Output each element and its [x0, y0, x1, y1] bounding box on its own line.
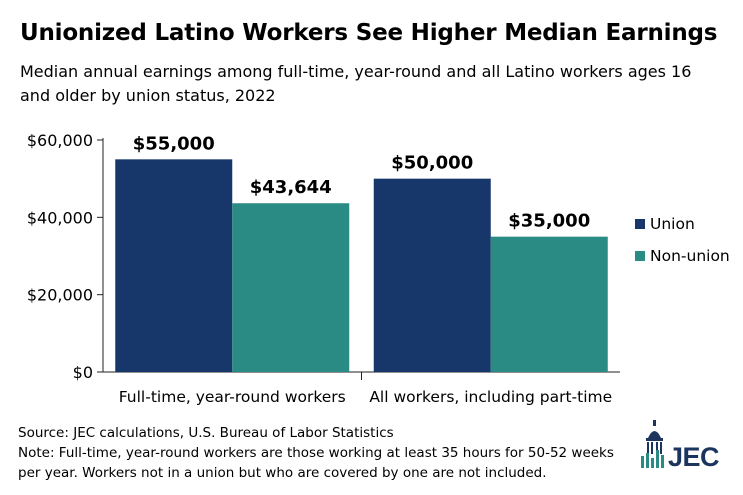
- y-tick-label: $20,000: [27, 286, 93, 305]
- chart-title: Unionized Latino Workers See Higher Medi…: [20, 20, 718, 46]
- legend-swatch: [635, 251, 645, 261]
- y-tick-label: $40,000: [27, 208, 93, 227]
- legend-swatch: [635, 219, 645, 229]
- source-text: Source: JEC calculations, U.S. Bureau of…: [18, 425, 394, 441]
- capitol-dome-icon: [641, 420, 664, 468]
- bar-data-label: $50,000: [391, 153, 473, 174]
- bar-data-label: $43,644: [250, 177, 332, 198]
- y-tick-label: $60,000: [27, 131, 93, 150]
- bar-non-union: [490, 236, 608, 372]
- bar-data-label: $55,000: [133, 133, 215, 154]
- bar-non-union: [232, 203, 350, 372]
- bar-data-label: $35,000: [508, 211, 590, 232]
- chart-subtitle: Median annual earnings among full-time, …: [20, 62, 692, 105]
- bar-chart: $0 $20,000 $40,000 $60,000 $55,000 $43,644 Ful…: [27, 131, 730, 406]
- bar-union: [115, 159, 233, 372]
- bar-union: [373, 178, 491, 372]
- note-text: Note: Full-time, year-round workers are …: [18, 445, 614, 481]
- legend-label: Non-union: [650, 247, 730, 265]
- x-category-label: All workers, including part-time: [369, 388, 612, 406]
- y-tick-label: $0: [73, 363, 93, 382]
- x-category-label: Full-time, year-round workers: [119, 388, 346, 406]
- legend-label: Union: [650, 215, 695, 233]
- jec-logo-text: JEC: [668, 442, 720, 472]
- source-note: Source: JEC calculations, U.S. Bureau of…: [18, 423, 628, 483]
